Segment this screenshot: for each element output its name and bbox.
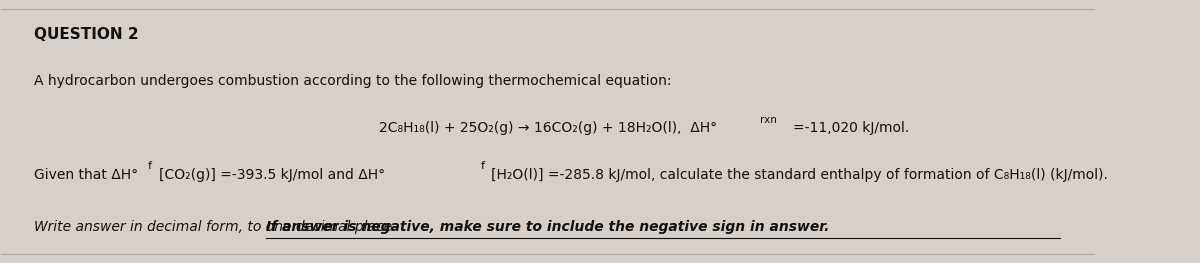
Text: f: f — [148, 161, 152, 171]
Text: =-11,020 kJ/mol.: =-11,020 kJ/mol. — [793, 121, 910, 135]
Text: 2C₈H₁₈(l) + 25O₂(g) → 16CO₂(g) + 18H₂O(l),  ΔH°: 2C₈H₁₈(l) + 25O₂(g) → 16CO₂(g) + 18H₂O(l… — [379, 121, 718, 135]
Text: A hydrocarbon undergoes combustion according to the following thermochemical equ: A hydrocarbon undergoes combustion accor… — [35, 74, 672, 88]
Text: QUESTION 2: QUESTION 2 — [35, 27, 139, 42]
Text: rxn: rxn — [761, 115, 778, 125]
Text: [H₂O(l)] =-285.8 kJ/mol, calculate the standard enthalpy of formation of C₈H₁₈(l: [H₂O(l)] =-285.8 kJ/mol, calculate the s… — [491, 168, 1109, 182]
Text: Given that ΔH°: Given that ΔH° — [35, 168, 138, 182]
Text: [CO₂(g)] =-393.5 kJ/mol and ΔH°: [CO₂(g)] =-393.5 kJ/mol and ΔH° — [158, 168, 385, 182]
Text: If answer is negative, make sure to include the negative sign in answer.: If answer is negative, make sure to incl… — [266, 220, 829, 234]
Text: f: f — [480, 161, 485, 171]
Text: Write answer in decimal form, to one decimal place.: Write answer in decimal form, to one dec… — [35, 220, 401, 234]
